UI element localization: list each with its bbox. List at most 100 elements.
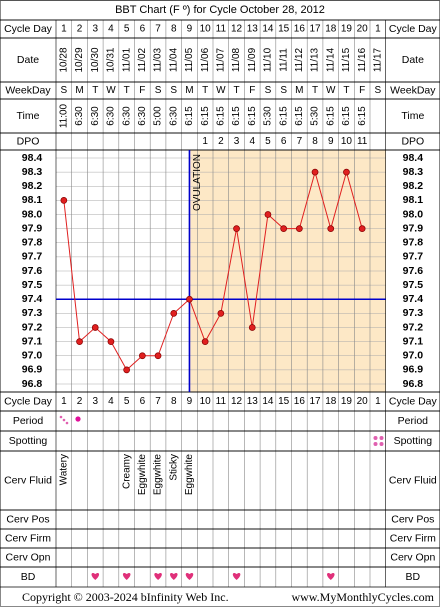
cycle-day: 17 [309,396,321,407]
y-tick-label: 97.2 [22,321,43,333]
cerv-fluid: Watery [58,454,69,485]
temp-point [358,225,366,232]
date: 11/04 [168,47,179,72]
weekday: T [343,85,349,96]
dpo: 6 [281,136,287,147]
temp-point [217,310,225,317]
date: 11/02 [137,47,148,72]
y-tick-label: 98.4 [403,152,424,164]
cycle-day: 17 [309,24,321,35]
y-tick-label: 97.0 [22,350,43,362]
time: 6:15 [184,106,195,126]
dpo: 5 [265,136,271,147]
cerv-fluid: Eggwhite [184,454,195,496]
temp-point [170,310,178,317]
temp-point [343,168,350,176]
row-label: Cerv Fluid [4,474,52,486]
date: 10/29 [74,47,85,72]
y-tick-label: 97.4 [403,293,424,305]
cycle-day: 19 [341,396,353,407]
cycle-day: 16 [294,24,306,35]
y-tick-label: 98.1 [22,194,43,206]
icons [59,415,384,580]
row-label: Cerv Opn [390,551,435,563]
cycle-day: 7 [155,396,161,407]
cycle-day: 10 [200,396,212,407]
row-label: WeekDay [5,84,51,96]
time: 6:15 [247,106,258,126]
y-tick-label: 97.5 [22,279,43,291]
date: 10/30 [90,47,101,72]
y-tick-label: 97.5 [403,279,424,291]
cycle-day: 12 [231,396,243,407]
y-tick-label: 97.8 [403,237,424,249]
date: 11/07 [215,47,226,72]
cycle-day: 6 [140,24,146,35]
row-label: Period [13,415,44,427]
time: 6:30 [121,106,132,126]
temp-point [327,225,335,232]
row-label: Time [401,110,424,122]
y-tick-label: 97.1 [22,335,43,347]
cycle-day: 15 [278,396,290,407]
weekday: S [61,85,68,96]
cycle-day: 8 [171,24,177,35]
cycle-day: 3 [92,396,98,407]
y-tick-label: 97.0 [403,350,424,362]
cycle-day: 8 [171,396,177,407]
y-tick-label: 96.8 [22,378,43,390]
weekday: S [170,85,177,96]
temp-point [186,295,193,303]
cycle-day: 1 [375,24,381,35]
y-tick-label: 97.1 [403,335,424,347]
cerv-fluid: Sticky [168,454,179,481]
y-tick-label: 97.6 [22,265,43,277]
cycle-day: 20 [357,396,369,407]
period-dot [62,418,66,422]
y-tick-label: 97.9 [403,222,424,234]
cerv-fluid: Eggwhite [137,454,148,496]
time: 6:15 [341,106,352,126]
time: 6:15 [231,106,242,126]
row-label: Cerv Pos [6,513,49,525]
y-tick-label: 98.2 [22,180,43,192]
copyright: Copyright © 2003-2024 bInfinity Web Inc. [22,590,229,604]
cycle-day: 5 [124,24,130,35]
dpo: 9 [328,136,334,147]
cycle-day: 6 [140,396,146,407]
cycle-day: 16 [294,396,306,407]
y-tick-label: 97.8 [22,237,43,249]
dpo: 2 [218,136,224,147]
weekday: M [295,85,303,96]
weekday: F [249,85,255,96]
temp-point [91,324,99,331]
cerv-fluid: Eggwhite [153,454,164,496]
date: 10/28 [58,47,69,72]
period-dot [65,421,69,425]
cycle-day: 4 [108,396,114,407]
temp-point [264,211,272,218]
row-label: Date [402,54,424,66]
weekday: S [155,85,162,96]
y-tick-label: 98.4 [22,152,43,164]
row-label: Cycle Day [389,395,438,407]
spotting-dot [373,436,378,440]
date: 11/15 [341,47,352,72]
weekday: F [359,85,365,96]
row-label: Period [398,415,429,427]
y-tick-label: 97.4 [22,293,43,305]
y-tick-label: 96.9 [403,364,424,376]
temp-point [154,352,162,360]
dpo: 10 [341,136,353,147]
date: 11/10 [263,47,274,72]
row-label: DPO [17,135,40,147]
website: www.MyMonthlyCycles.com [291,590,434,604]
date: 11/16 [357,47,368,72]
date: 10/31 [106,47,117,72]
y-tick-label: 98.3 [403,166,424,178]
row-label: Spotting [9,435,48,447]
cycle-day: 18 [325,24,337,35]
cycle-day: 13 [247,24,259,35]
